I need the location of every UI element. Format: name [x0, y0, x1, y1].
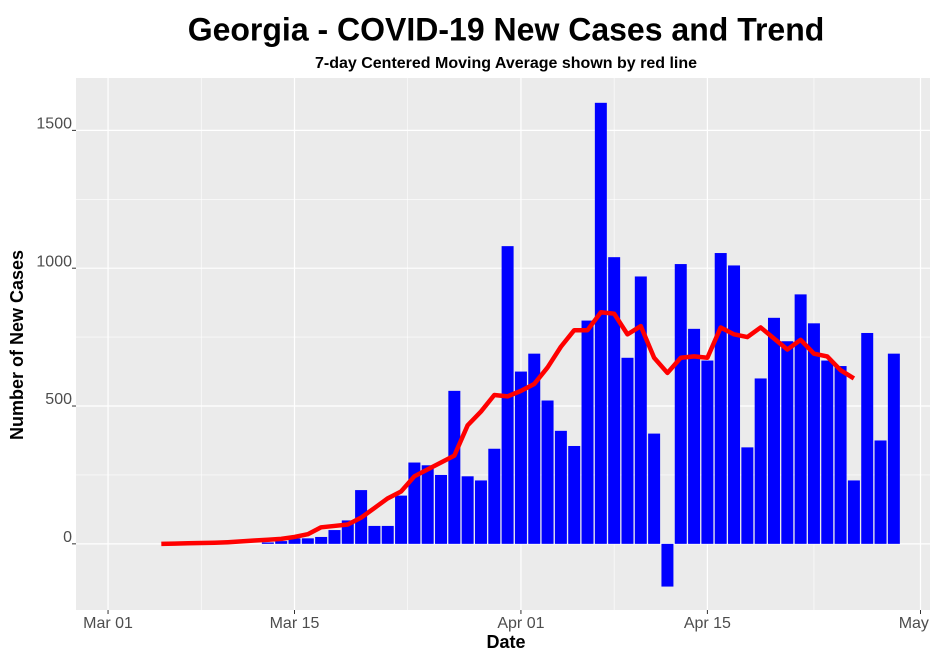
- bar: [395, 495, 408, 544]
- bar: [861, 332, 874, 544]
- bar: [714, 253, 727, 544]
- bar: [847, 480, 860, 544]
- bar: [887, 353, 900, 544]
- y-tick-label: 1000: [36, 253, 72, 270]
- x-tick-label: May 0: [899, 615, 930, 632]
- x-tick-label: Mar 15: [270, 615, 320, 632]
- x-axis-label: Date: [486, 632, 525, 652]
- x-tick-label: Apr 15: [684, 615, 731, 632]
- bar: [648, 433, 661, 544]
- x-tick-label: Apr 01: [497, 615, 544, 632]
- trend-line: [161, 310, 856, 547]
- chart-subtitle: 7-day Centered Moving Average shown by r…: [315, 55, 697, 72]
- bar: [288, 538, 301, 544]
- bar: [568, 445, 581, 544]
- bar: [701, 360, 714, 544]
- bar: [634, 276, 647, 544]
- x-tick-label: Mar 01: [83, 615, 133, 632]
- bar: [488, 448, 501, 544]
- chart-title: Georgia - COVID-19 New Cases and Trend: [188, 11, 825, 47]
- bar: [408, 462, 421, 544]
- bar: [435, 474, 448, 544]
- bar: [594, 102, 607, 544]
- bar: [315, 536, 328, 544]
- bar: [275, 541, 288, 544]
- bar: [474, 480, 487, 544]
- bar: [461, 476, 474, 544]
- bar: [341, 520, 354, 544]
- bar: [261, 542, 274, 544]
- bar: [728, 265, 741, 544]
- bar: [368, 525, 381, 544]
- bar: [328, 530, 341, 544]
- bar: [794, 294, 807, 544]
- bar: [781, 341, 794, 544]
- y-axis-label: Number of New Cases: [7, 250, 27, 440]
- bar: [674, 264, 687, 544]
- bar: [381, 525, 394, 544]
- bar: [301, 538, 314, 544]
- bar: [821, 360, 834, 544]
- bar: [834, 366, 847, 544]
- bar: [741, 447, 754, 544]
- bar: [608, 257, 621, 544]
- bar: [661, 543, 674, 587]
- y-tick-label: 1500: [36, 116, 72, 133]
- bar: [528, 353, 541, 544]
- bar: [554, 430, 567, 544]
- y-tick-label: 500: [45, 391, 72, 408]
- bar: [688, 328, 701, 544]
- bar: [767, 317, 780, 544]
- bar: [754, 378, 767, 544]
- bar: [421, 465, 434, 544]
- bar: [621, 357, 634, 544]
- bar: [448, 390, 461, 544]
- bar: [874, 440, 887, 544]
- bar: [581, 320, 594, 544]
- y-tick-label: 0: [63, 529, 72, 546]
- bar: [514, 371, 527, 544]
- bar: [541, 400, 554, 544]
- bar: [807, 323, 820, 544]
